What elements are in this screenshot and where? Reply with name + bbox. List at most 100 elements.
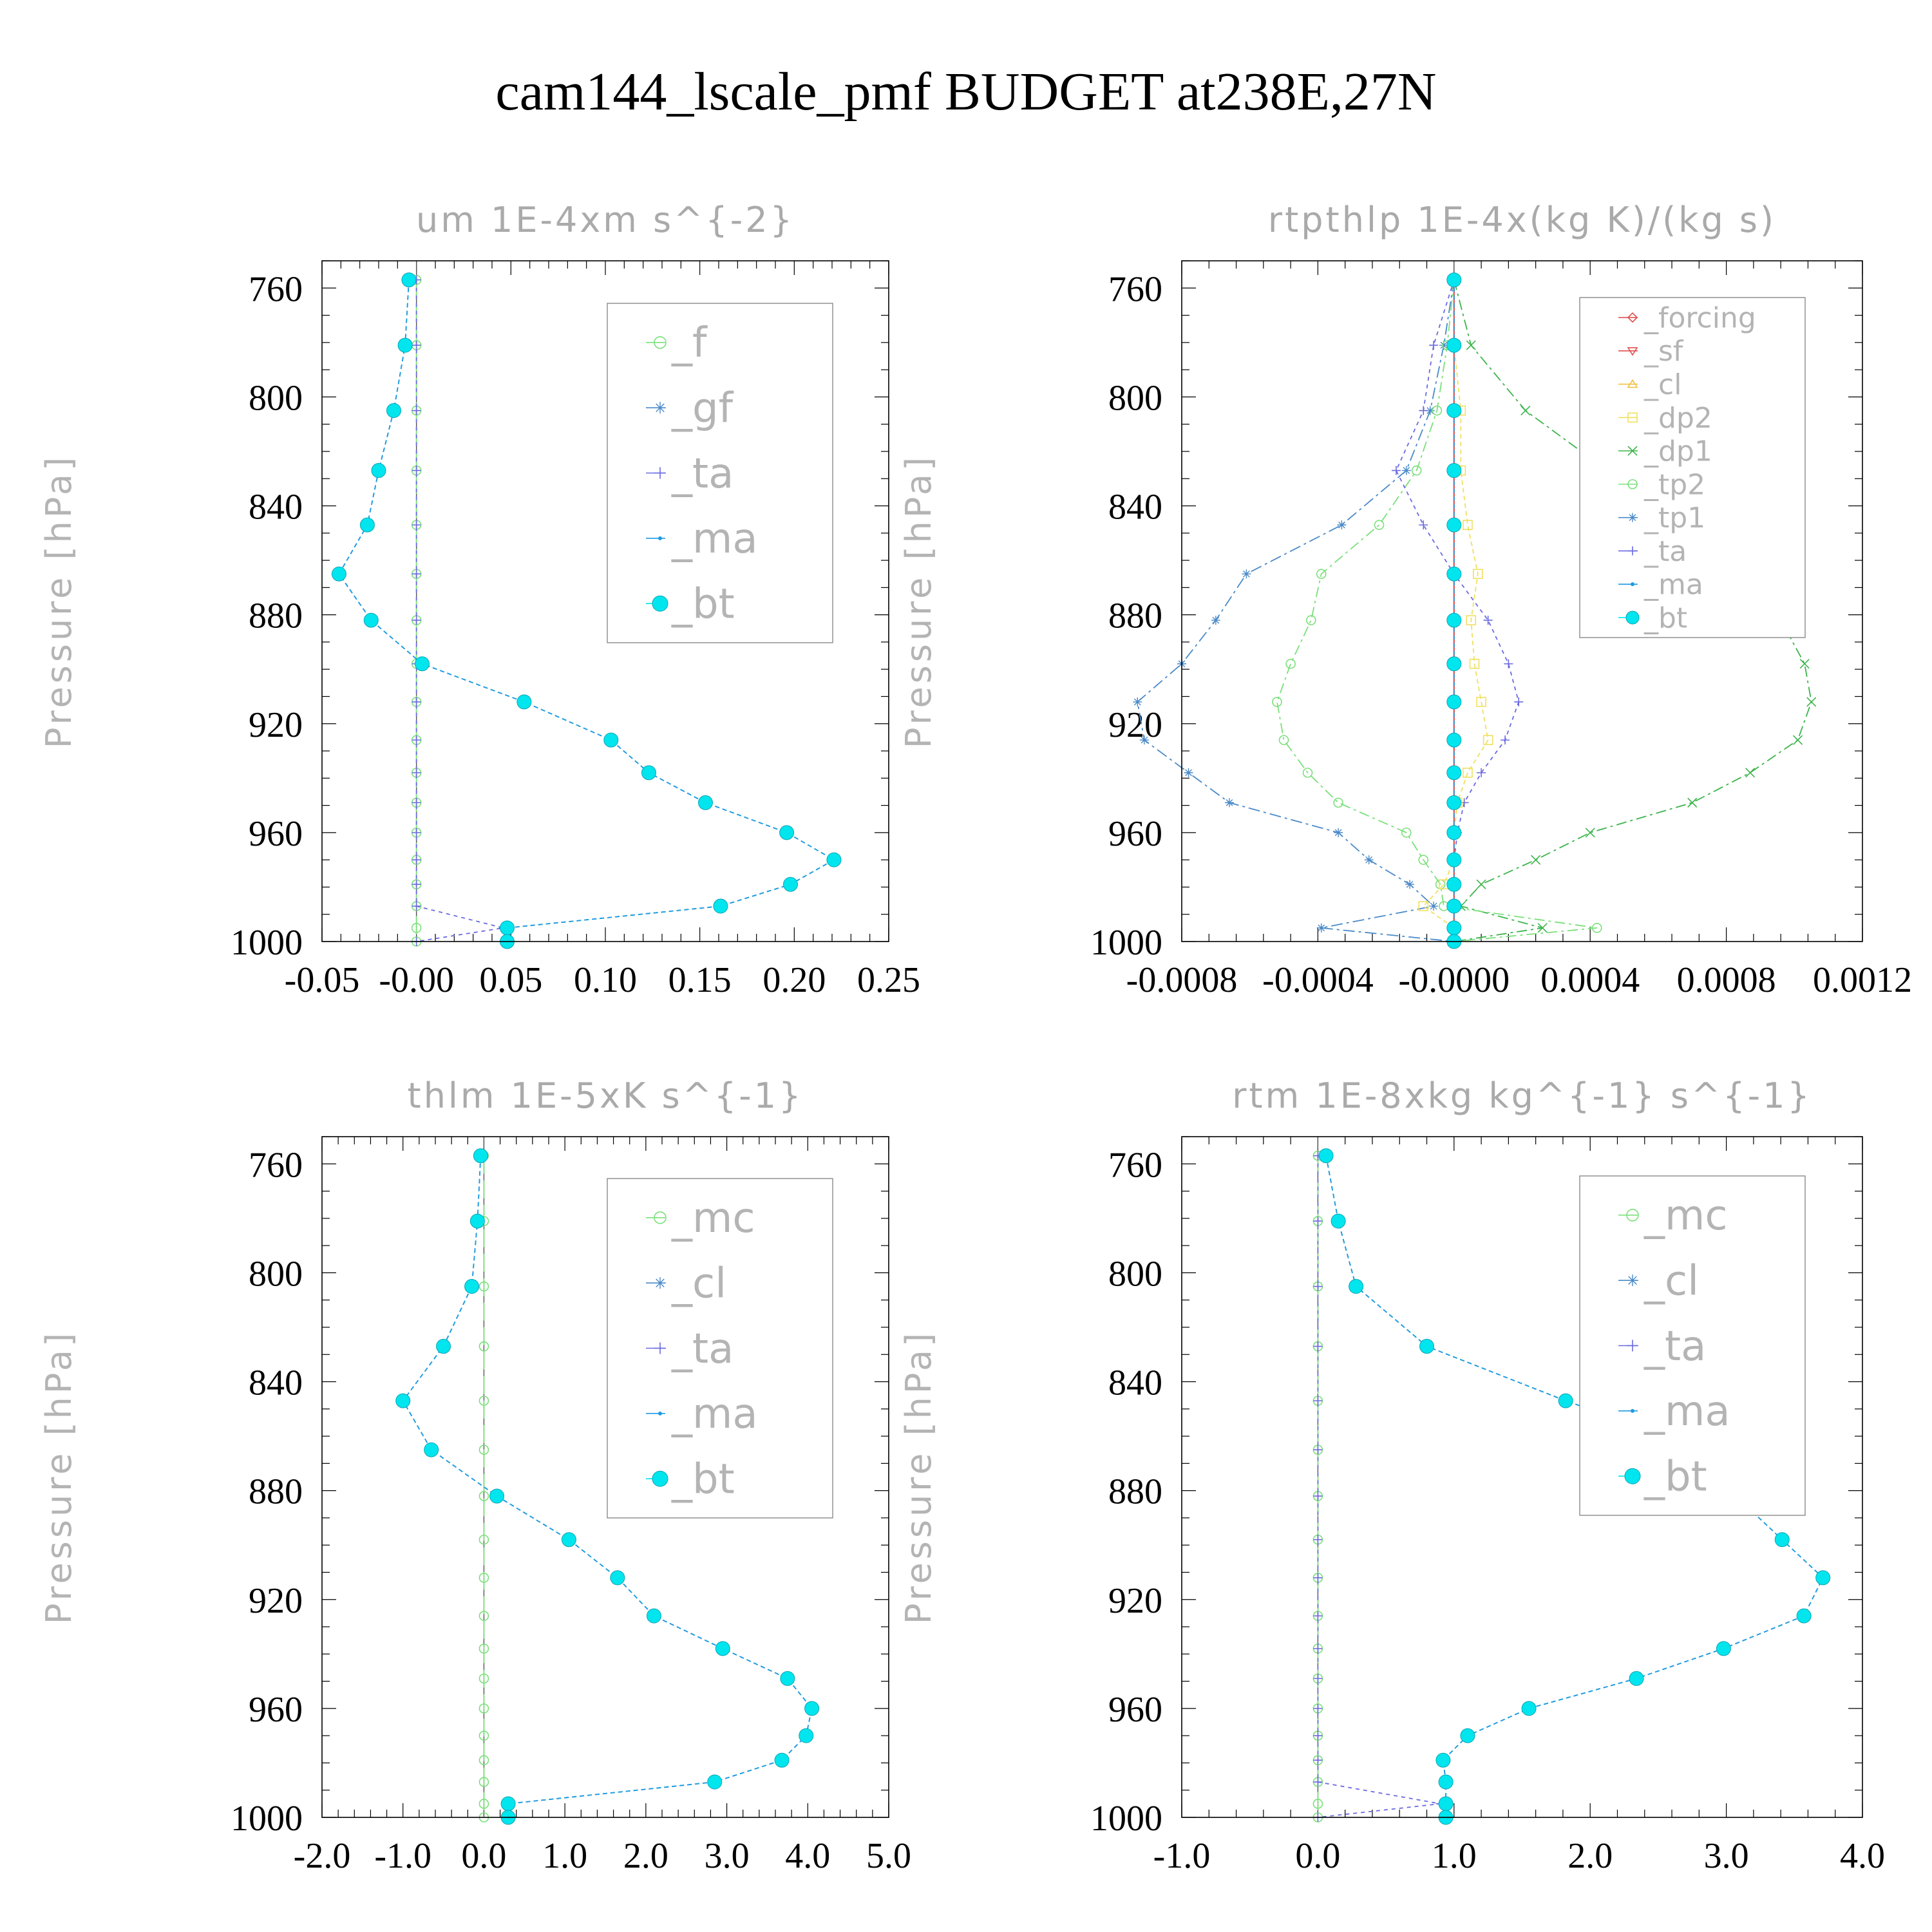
series-line	[1422, 279, 1489, 942]
y-tick-label: 800	[1108, 378, 1162, 418]
y-tick-label: 880	[1108, 596, 1162, 636]
data-point	[500, 1796, 516, 1812]
panel-title: rtpthlp 1E-4x(kg K)/(kg s)	[1268, 200, 1776, 240]
data-point	[1476, 879, 1486, 889]
data-point	[1716, 1641, 1731, 1656]
data-point	[1242, 569, 1251, 579]
data-point	[1504, 659, 1513, 668]
x-tick-label: -0.0000	[1398, 960, 1510, 1000]
data-point	[1435, 1752, 1451, 1768]
legend-label: _ta	[1643, 535, 1687, 568]
series-ta	[1313, 1151, 1445, 1822]
y-tick-label: 1000	[231, 1799, 303, 1839]
legend-marker	[1627, 347, 1638, 356]
data-point	[1482, 735, 1493, 745]
data-point	[1374, 520, 1385, 530]
y-tick-label: 760	[249, 269, 303, 309]
data-point	[478, 1703, 489, 1714]
data-point	[780, 1671, 795, 1686]
x-tick-label: -1.0	[1153, 1836, 1211, 1876]
plot-frame	[1181, 260, 1863, 942]
data-point	[1472, 569, 1483, 580]
data-point	[1316, 923, 1326, 933]
data-point	[1418, 901, 1429, 911]
data-point	[1313, 1703, 1323, 1713]
x-tick-label: 0.05	[479, 960, 542, 1000]
data-point	[1364, 855, 1374, 865]
legend-label: _mc	[671, 1195, 755, 1242]
series-bt	[331, 272, 842, 949]
legend-marker	[1631, 1408, 1634, 1413]
data-point	[1333, 797, 1343, 808]
data-point	[1687, 797, 1698, 808]
data-point	[414, 656, 430, 672]
plot-frame	[1181, 1136, 1863, 1818]
data-point	[1446, 694, 1462, 710]
data-point	[1446, 898, 1462, 914]
data-point	[478, 1573, 489, 1583]
y-tick-label: 880	[249, 1472, 303, 1512]
data-point	[1463, 768, 1473, 778]
data-point	[478, 1799, 489, 1809]
plot-frame	[321, 260, 889, 942]
legend-marker	[654, 1277, 666, 1289]
data-point	[1501, 735, 1510, 745]
data-point	[395, 1393, 411, 1408]
data-point	[1446, 732, 1462, 748]
data-point	[1446, 463, 1462, 478]
legend-label: _ma	[1643, 569, 1703, 601]
tick-marks	[321, 260, 889, 942]
data-point	[1438, 1796, 1454, 1812]
data-point	[478, 1534, 489, 1545]
legend-marker	[1627, 312, 1638, 323]
y-tick-label: 1000	[231, 923, 303, 963]
chart-panel-1: um 1E-4xm s^{-2} Pressure [hPa] 760 800 840 8…	[39, 200, 920, 1000]
data-point	[1469, 658, 1480, 669]
data-point	[1446, 920, 1462, 936]
data-point	[436, 1339, 451, 1354]
chart-panel-4: rtm 1E-8xkg kg^{-1} s^{-1} Pressure [hPa]…	[898, 1075, 1885, 1876]
data-point	[412, 880, 421, 889]
data-point	[707, 1774, 723, 1790]
data-point	[1331, 1213, 1346, 1229]
data-point	[412, 406, 421, 415]
data-point	[1446, 656, 1462, 672]
legend-label: _ma	[1643, 1388, 1730, 1435]
data-point	[603, 732, 619, 748]
legend-marker	[654, 467, 666, 479]
data-point	[1439, 341, 1448, 350]
panels: um 1E-4xm s^{-2} Pressure [hPa] 760 800 840 8…	[39, 200, 1912, 1876]
data-point	[1483, 616, 1493, 625]
legend-marker	[1627, 446, 1638, 456]
data-point	[1429, 902, 1439, 911]
data-point	[1585, 828, 1595, 838]
data-point	[1419, 1339, 1435, 1354]
data-point	[646, 1608, 661, 1624]
data-point	[1558, 1393, 1573, 1408]
legend-marker	[654, 402, 666, 414]
series-line	[1137, 279, 1455, 942]
data-point	[478, 1755, 489, 1766]
legend-marker	[1627, 479, 1638, 489]
data-point	[1313, 1643, 1323, 1653]
data-point	[1806, 697, 1817, 707]
series-line	[402, 1155, 813, 1817]
legend-marker	[1631, 582, 1634, 587]
y-tick-label: 1000	[1090, 1799, 1162, 1839]
data-point	[1446, 403, 1462, 419]
legend-label: _gf	[671, 385, 734, 433]
legend-label: _ma	[671, 1390, 758, 1438]
data-point	[478, 1777, 489, 1787]
data-point	[412, 466, 421, 475]
data-point	[363, 612, 379, 628]
legend-label: _tp1	[1643, 502, 1705, 535]
legend-marker	[1628, 513, 1637, 522]
data-point	[412, 902, 421, 911]
data-point	[412, 768, 421, 777]
data-point	[1425, 406, 1435, 415]
y-tick-label: 800	[249, 378, 303, 418]
x-tick-label: 0.0008	[1677, 960, 1776, 1000]
data-point	[1446, 795, 1462, 810]
legend-label: _bt	[671, 1456, 735, 1504]
data-point	[826, 852, 842, 867]
